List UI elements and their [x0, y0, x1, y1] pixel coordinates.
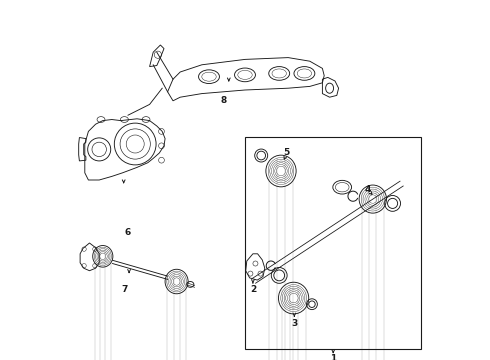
Text: 1: 1 — [330, 354, 336, 360]
Text: 8: 8 — [220, 96, 226, 105]
Text: 4: 4 — [364, 184, 370, 194]
Text: 5: 5 — [283, 148, 290, 157]
Text: 2: 2 — [250, 285, 256, 294]
Text: 6: 6 — [125, 228, 131, 237]
Bar — [245, 137, 421, 349]
Text: 7: 7 — [121, 285, 127, 294]
Text: 3: 3 — [291, 319, 297, 328]
